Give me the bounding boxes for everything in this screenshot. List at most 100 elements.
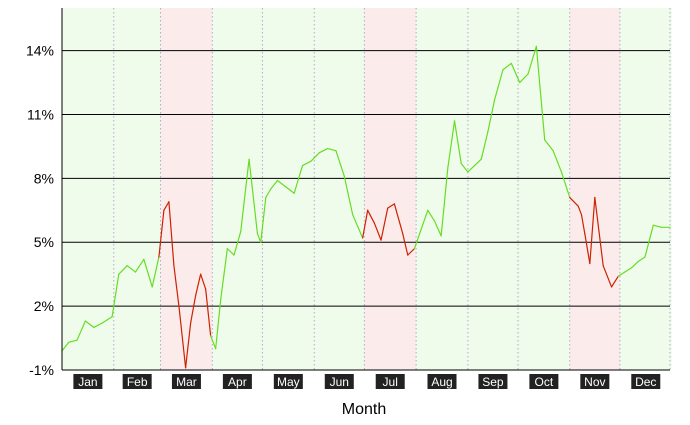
month-band-nov xyxy=(569,8,620,370)
series-segment xyxy=(387,203,395,209)
y-tick-label: -1% xyxy=(29,362,54,378)
x-tick-labels: Jan Feb Mar Apr May Jun Jul Aug Sep Oct Nov Dec xyxy=(73,374,661,389)
series-segment xyxy=(276,179,287,188)
series-segment xyxy=(393,203,404,235)
series-segment xyxy=(527,45,537,75)
series-segment xyxy=(584,233,591,265)
x-tick-box xyxy=(631,374,661,389)
series-segment xyxy=(373,222,382,241)
series-segment xyxy=(413,228,422,250)
series-segment xyxy=(260,196,267,243)
month-band-aug xyxy=(416,8,468,370)
series-segment xyxy=(210,335,217,350)
x-tick-label-feb: Feb xyxy=(127,375,148,389)
series-segment xyxy=(594,196,604,267)
x-tick-label-may: May xyxy=(277,375,300,389)
series-segment xyxy=(552,150,563,173)
x-tick-box xyxy=(478,374,508,389)
series-segment xyxy=(190,294,197,324)
series-segment xyxy=(143,258,153,288)
series-segment xyxy=(407,248,416,256)
x-tick-label-jan: Jan xyxy=(78,375,97,389)
series-segment xyxy=(380,207,389,241)
series-segment xyxy=(93,322,103,329)
x-tick-box xyxy=(122,374,152,389)
x-tick-box xyxy=(171,374,201,389)
series-segment xyxy=(126,265,137,273)
series-segment xyxy=(200,273,207,290)
series-segment xyxy=(293,164,304,194)
month-band-apr xyxy=(212,8,263,370)
series-segment xyxy=(178,305,187,369)
x-tick-label-jul: Jul xyxy=(383,375,398,389)
x-tick-box xyxy=(529,374,559,389)
series-segment xyxy=(487,98,496,133)
series-segment xyxy=(220,248,228,301)
series-segment xyxy=(502,62,512,71)
series-segment xyxy=(84,320,95,329)
series-segment xyxy=(644,224,654,258)
series-segment xyxy=(519,73,529,84)
y-tick-label: 11% xyxy=(27,106,54,122)
series-segment xyxy=(630,260,639,269)
series-segment xyxy=(560,171,571,199)
series-segment xyxy=(76,320,86,341)
series-segment xyxy=(433,220,442,237)
series-segment xyxy=(101,316,113,324)
series-segment xyxy=(352,213,364,239)
x-tick-label-apr: Apr xyxy=(228,375,247,389)
series-segment xyxy=(301,160,312,167)
x-tick-box xyxy=(273,374,303,389)
x-tick-label-dec: Dec xyxy=(635,375,656,389)
x-tick-label-mar: Mar xyxy=(176,375,197,389)
series-segment xyxy=(402,233,409,256)
series-segment xyxy=(68,339,78,343)
x-tick-label-oct: Oct xyxy=(535,375,554,389)
series-segment xyxy=(343,175,354,216)
series-segment xyxy=(270,179,279,190)
series-segment xyxy=(226,248,235,256)
y-tick-label: 14% xyxy=(26,43,54,59)
y-tick-label: 5% xyxy=(34,234,54,250)
x-tick-label-sep: Sep xyxy=(482,375,504,389)
series-segment xyxy=(427,209,436,222)
series-segment xyxy=(285,186,295,194)
series-segment xyxy=(151,256,160,288)
grid xyxy=(62,8,671,371)
series-segment xyxy=(440,167,449,237)
series-segment xyxy=(480,130,489,160)
month-band-sep xyxy=(467,8,518,370)
series-segment xyxy=(460,162,469,173)
y-tick-labels: -1% 2% 5% 8% 11% 14% xyxy=(26,43,54,378)
x-tick-label-jun: Jun xyxy=(330,375,349,389)
series-segment xyxy=(265,188,272,199)
series-segment xyxy=(215,299,222,350)
x-tick-box xyxy=(375,374,405,389)
series-segment xyxy=(185,322,192,369)
series-segment xyxy=(173,265,180,307)
month-band-mar xyxy=(160,8,213,370)
series-segment xyxy=(420,209,429,231)
series-segment xyxy=(310,152,320,162)
month-band-oct xyxy=(518,8,570,370)
x-tick-box xyxy=(73,374,103,389)
x-tick-label-nov: Nov xyxy=(584,375,605,389)
series-segment xyxy=(473,158,482,167)
month-band-feb xyxy=(113,8,161,370)
month-band-jun xyxy=(314,8,365,370)
series-segment xyxy=(652,224,663,228)
month-band-dec xyxy=(619,8,672,370)
series-segment xyxy=(637,256,646,262)
series-segment xyxy=(602,265,613,288)
series-segment xyxy=(256,233,262,243)
month-bands xyxy=(62,8,672,370)
series-lines xyxy=(61,45,671,369)
series-segment xyxy=(233,230,242,256)
x-tick-box xyxy=(222,374,252,389)
series-segment xyxy=(617,271,626,277)
series-segment xyxy=(610,275,619,288)
x-tick-box xyxy=(324,374,354,389)
series-segment xyxy=(544,139,554,152)
y-tick-label: 8% xyxy=(34,170,54,186)
